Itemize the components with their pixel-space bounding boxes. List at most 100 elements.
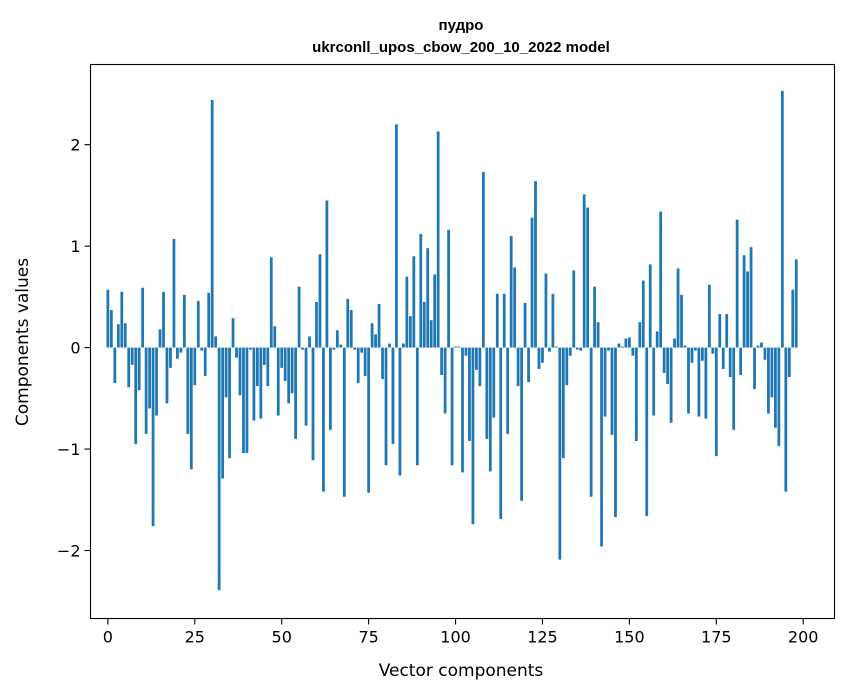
chart-title: пудро (439, 17, 484, 34)
bar (481, 172, 485, 348)
bar (322, 347, 325, 492)
bar (440, 347, 444, 375)
y-tick-label: −1 (57, 440, 81, 459)
bar (172, 239, 176, 348)
bar (690, 347, 694, 363)
bar (603, 347, 607, 417)
y-tick-label: 1 (70, 237, 80, 256)
bar (301, 347, 304, 350)
bar (224, 347, 228, 398)
bar (391, 347, 395, 444)
bar (541, 347, 544, 363)
bar (561, 347, 565, 459)
bar (363, 347, 367, 376)
bar (565, 347, 569, 386)
bar (701, 347, 704, 361)
bar (269, 257, 273, 348)
bar (273, 326, 277, 348)
bar (196, 300, 200, 348)
bar (568, 347, 572, 356)
bar (763, 347, 767, 360)
bar (415, 347, 419, 466)
bar (186, 347, 190, 434)
bar (429, 320, 433, 348)
bar (631, 347, 635, 356)
bar (162, 291, 165, 348)
bar (252, 347, 256, 421)
bar (537, 347, 541, 369)
bar (582, 194, 586, 348)
bar (593, 286, 596, 348)
bar (249, 347, 252, 350)
bar (182, 294, 186, 348)
bar (721, 347, 725, 369)
bar (478, 347, 482, 387)
bar (523, 302, 527, 348)
bar (280, 347, 284, 368)
bar (398, 347, 402, 476)
bar (116, 324, 120, 348)
bar (200, 347, 204, 351)
bar (384, 347, 388, 466)
bar (586, 207, 590, 348)
bar (315, 301, 318, 348)
bar (165, 347, 169, 404)
bars-group (106, 90, 798, 591)
y-tick-label: 2 (70, 136, 80, 155)
bar (621, 346, 624, 348)
plot-area-frame (89, 63, 836, 620)
bar (794, 259, 798, 348)
x-tick-label: 200 (788, 628, 819, 647)
bar (360, 347, 364, 353)
bar (228, 347, 231, 459)
bar (238, 347, 242, 396)
bar (148, 347, 151, 409)
bar (346, 298, 350, 348)
bar (402, 343, 405, 348)
x-tick-label: 50 (272, 628, 292, 647)
bar (697, 347, 701, 417)
bar (426, 248, 430, 348)
x-axis-label: Vector components (379, 661, 544, 681)
bar (332, 347, 336, 350)
bar (704, 347, 708, 419)
y-axis-ticks: −2 −1 0 1 2 (57, 136, 91, 561)
bar (304, 347, 308, 426)
bar (673, 338, 676, 348)
bar (127, 347, 131, 388)
bar (506, 347, 510, 434)
bar (756, 345, 760, 348)
bar (513, 267, 517, 348)
bar (746, 271, 749, 348)
bar (235, 347, 238, 358)
bar (777, 347, 781, 447)
bar (342, 347, 346, 497)
bar (353, 347, 357, 350)
bar (475, 347, 478, 370)
x-tick-label: 100 (440, 628, 471, 647)
bar (509, 235, 513, 348)
bar (276, 347, 280, 416)
bar (433, 274, 437, 348)
bar (760, 342, 763, 348)
bar (151, 347, 155, 527)
bar (711, 347, 715, 354)
bar (155, 347, 158, 416)
x-axis-ticks: 0 25 50 75 100 125 150 175 200 (103, 618, 819, 647)
x-tick-label: 0 (103, 628, 113, 647)
bar (134, 347, 138, 444)
bar (262, 347, 266, 365)
bar (214, 336, 218, 348)
bar (694, 347, 697, 351)
bar (408, 316, 412, 348)
bar (245, 347, 249, 454)
bar (255, 347, 259, 387)
y-axis-label: Components values (13, 258, 33, 426)
bar (405, 276, 409, 348)
bar (370, 323, 374, 348)
bar (329, 347, 332, 430)
bar (189, 347, 193, 470)
bar (290, 347, 294, 394)
bar (780, 90, 784, 348)
